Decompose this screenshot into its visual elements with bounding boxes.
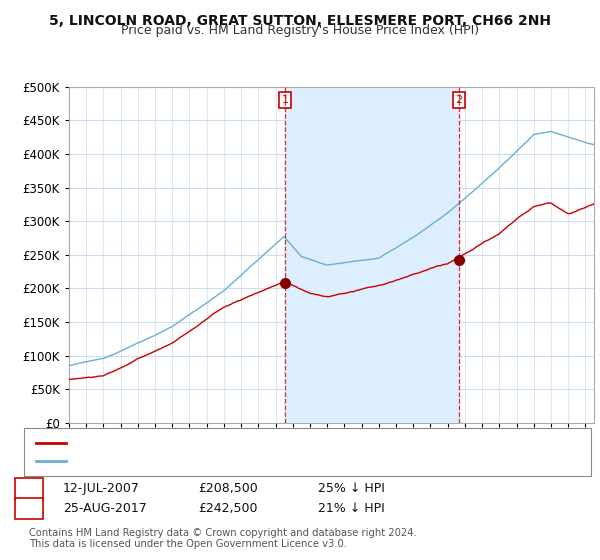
Text: HPI: Average price, detached house, Cheshire West and Chester: HPI: Average price, detached house, Ches… [72,456,430,466]
Text: 25% ↓ HPI: 25% ↓ HPI [318,482,385,496]
Text: 1: 1 [281,95,289,105]
Text: 21% ↓ HPI: 21% ↓ HPI [318,502,385,515]
Bar [285,87,459,423]
Text: 5, LINCOLN ROAD, GREAT SUTTON, ELLESMERE PORT, CH66 2NH: 5, LINCOLN ROAD, GREAT SUTTON, ELLESMERE… [49,14,551,28]
Text: 2: 2 [25,502,33,515]
Text: 25-AUG-2017: 25-AUG-2017 [63,502,147,515]
Text: £208,500: £208,500 [198,482,258,496]
Text: Price paid vs. HM Land Registry's House Price Index (HPI): Price paid vs. HM Land Registry's House … [121,24,479,37]
Text: 5, LINCOLN ROAD, GREAT SUTTON, ELLESMERE PORT, CH66 2NH (detached house): 5, LINCOLN ROAD, GREAT SUTTON, ELLESMERE… [72,438,535,448]
Text: 1: 1 [25,482,33,496]
Text: Contains HM Land Registry data © Crown copyright and database right 2024.
This d: Contains HM Land Registry data © Crown c… [29,528,416,549]
Text: 12-JUL-2007: 12-JUL-2007 [63,482,140,496]
Text: £242,500: £242,500 [198,502,257,515]
Text: 2: 2 [455,95,463,105]
